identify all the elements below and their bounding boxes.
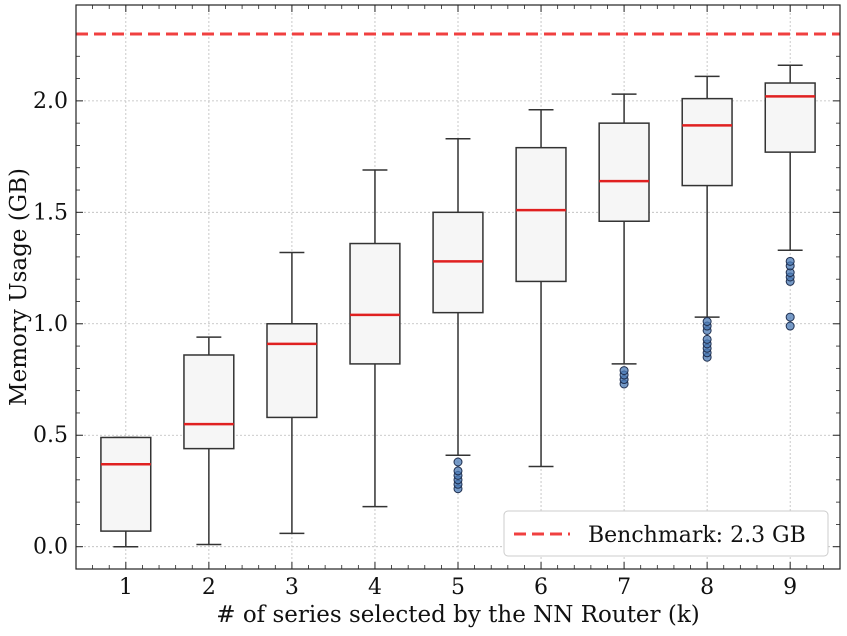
y-tick-label-0.5: 0.5 <box>33 423 68 448</box>
iqr-box-k9 <box>764 82 816 153</box>
legend-benchmark-label: Benchmark: 2.3 GB <box>588 523 806 548</box>
x-tick-label-5: 5 <box>451 575 465 600</box>
outlier-point-k8-4 <box>702 334 712 344</box>
box-group-k2 <box>183 336 235 546</box>
iqr-box-k2 <box>183 354 235 450</box>
y-axis-label: Memory Usage (GB) <box>6 168 32 406</box>
x-tick-label-1: 1 <box>119 575 133 600</box>
outlier-point-k7-3 <box>619 366 629 376</box>
x-tick-label-9: 9 <box>783 575 797 600</box>
x-tick-label-2: 2 <box>202 575 216 600</box>
iqr-box-k3 <box>266 323 318 419</box>
y-tick-label-1.0: 1.0 <box>33 312 68 337</box>
boxes-layer <box>100 64 816 548</box>
y-tick-label-0.0: 0.0 <box>33 535 68 560</box>
legend: Benchmark: 2.3 GB <box>503 510 829 557</box>
outlier-point-k9-6 <box>785 256 795 266</box>
x-tick-label-6: 6 <box>534 575 548 600</box>
iqr-box-k4 <box>349 242 401 365</box>
x-tick-label-7: 7 <box>617 575 631 600</box>
outlier-point-k9-1 <box>785 312 795 322</box>
box-group-k4 <box>349 169 401 508</box>
x-tick-label-8: 8 <box>700 575 714 600</box>
y-tick-label-2.0: 2.0 <box>33 89 68 114</box>
iqr-box-k1 <box>100 436 152 532</box>
outlier-point-k9-0 <box>785 321 795 331</box>
tick-labels: 0.0 0.5 1.0 1.5 2.0 1 2 3 4 5 6 7 8 9 <box>33 89 797 600</box>
outlier-point-k5-4 <box>453 466 463 476</box>
iqr-box-k6 <box>515 146 567 283</box>
box-group-k1 <box>100 436 152 548</box>
box-group-k9 <box>764 64 816 331</box>
box-group-k3 <box>266 251 318 535</box>
box-group-k8 <box>681 75 733 362</box>
outlier-point-k8-7 <box>702 317 712 327</box>
x-tick-label-4: 4 <box>368 575 382 600</box>
legend-frame <box>503 510 829 557</box>
box-group-k5 <box>432 138 484 494</box>
x-axis-label: # of series selected by the NN Router (k… <box>216 602 699 628</box>
y-tick-label-1.5: 1.5 <box>33 200 68 225</box>
box-group-k6 <box>515 109 567 468</box>
tick-marks <box>76 5 840 570</box>
outlier-point-k5-5 <box>453 457 463 467</box>
iqr-box-k8 <box>681 97 733 187</box>
x-tick-label-3: 3 <box>285 575 299 600</box>
box-group-k7 <box>598 93 650 389</box>
iqr-box-k7 <box>598 122 650 222</box>
